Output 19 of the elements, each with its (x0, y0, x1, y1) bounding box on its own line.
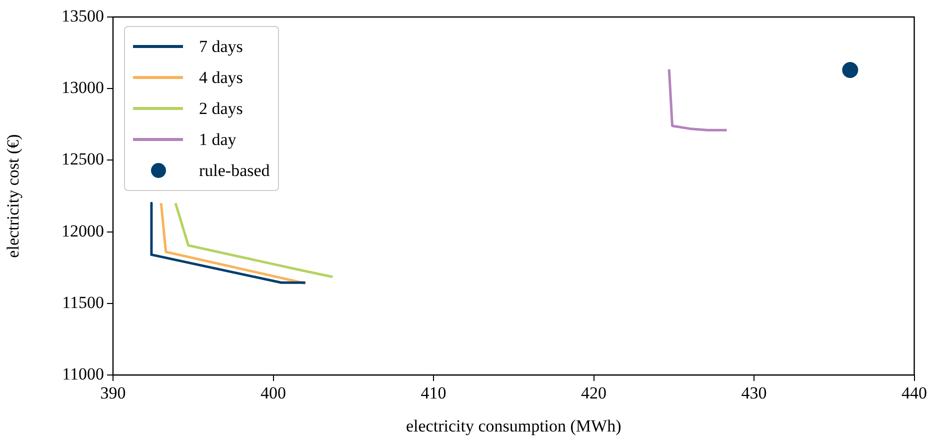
y-tick-label: 12500 (62, 150, 104, 169)
legend-label: 1 day (199, 130, 236, 150)
x-axis-title: electricity consumption (MWh) (406, 416, 622, 436)
y-axis-title: electricity cost (€) (4, 134, 23, 258)
legend-label: rule-based (199, 160, 270, 180)
legend-label: 2 days (199, 98, 243, 118)
x-tick-label: 430 (741, 384, 767, 403)
x-tick-label: 410 (420, 384, 446, 403)
y-tick-label: 13500 (62, 6, 104, 26)
y-tick-label: 12000 (62, 221, 104, 240)
x-tick-label: 390 (100, 384, 126, 403)
legend-label: 7 days (199, 36, 243, 56)
y-tick-label: 11500 (62, 292, 104, 312)
legend-label: 4 days (199, 68, 243, 88)
y-tick-label: 11000 (62, 364, 104, 384)
x-tick-label: 400 (260, 384, 286, 403)
x-tick-label: 440 (902, 384, 927, 403)
x-tick-label: 420 (581, 384, 606, 403)
y-tick-label: 13000 (62, 78, 104, 98)
